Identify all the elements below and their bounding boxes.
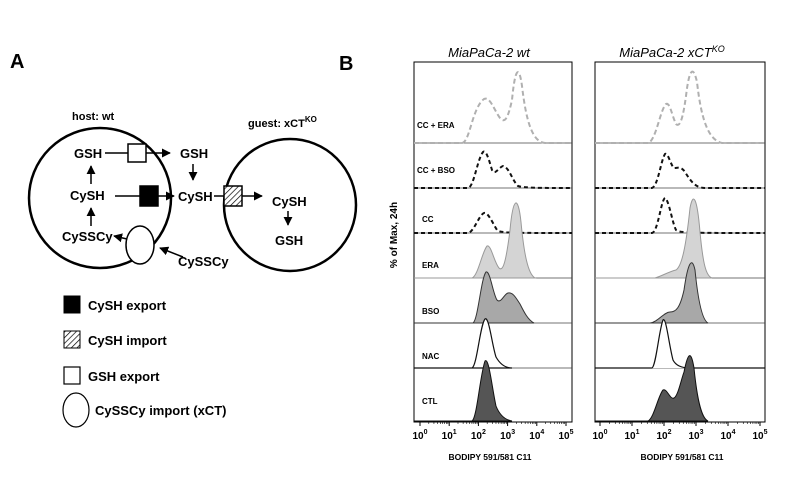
legend-label-cysh-export: CySH export xyxy=(88,298,167,313)
guest-label: guest: xCTKO xyxy=(248,115,317,130)
histogram-ko-cc xyxy=(595,196,766,234)
histogram-ko-bso xyxy=(595,262,709,324)
x-axis-xct-ko: 100 101 102 103 104 105 BODIPY 591/581 C11 xyxy=(592,421,768,462)
row-labels: CC + ERA CC + BSO CC ERA BSO NAC CTL xyxy=(417,121,455,406)
panel-a-label: A xyxy=(10,51,24,73)
row-label-cc-era: CC + ERA xyxy=(417,121,455,130)
legend-label-cysh-import: CySH import xyxy=(88,333,167,348)
row-label-bso: BSO xyxy=(422,307,439,316)
ko-tick-label-0: 100 xyxy=(592,429,607,442)
wt-tick-label-5: 105 xyxy=(558,429,573,442)
ext-gsh-node: GSH xyxy=(180,146,208,161)
histograms-xct-ko xyxy=(595,70,766,422)
y-axis-label: % of Max, 24h xyxy=(389,202,400,268)
legend-symbol-hatched-square xyxy=(63,330,81,349)
cysh-export-transporter xyxy=(139,185,159,207)
legend-symbol-white-square xyxy=(63,366,81,385)
legend-symbol-black-square xyxy=(63,295,81,314)
ko-tick-label-5: 105 xyxy=(752,429,767,442)
row-label-ctl: CTL xyxy=(422,397,438,406)
ko-tick-label-4: 104 xyxy=(720,429,735,442)
host-gsh-node: GSH xyxy=(74,146,102,161)
row-label-cc-bso: CC + BSO xyxy=(417,166,455,175)
row-label-era: ERA xyxy=(422,261,439,270)
histogram-wt-cc-bso xyxy=(414,150,573,189)
histogram-ko-nac xyxy=(595,319,765,369)
legend-label-xct-import: CySSCy import (xCT) xyxy=(95,403,226,418)
host-cyssc-node: CySSCy xyxy=(62,229,113,244)
histograms-wt xyxy=(414,71,573,422)
guest-gsh-node: GSH xyxy=(275,233,303,248)
panel-title-wt: MiaPaCa-2 wt xyxy=(448,45,531,60)
histogram-wt-nac xyxy=(414,318,513,369)
histogram-wt-bso xyxy=(414,271,535,324)
wt-tick-label-4: 104 xyxy=(529,429,544,442)
panel-b-label: B xyxy=(339,53,353,75)
arrow-xct-to-cyssc xyxy=(113,233,128,243)
row-baselines-xct-ko xyxy=(595,142,765,369)
host-label: host: wt xyxy=(72,111,114,123)
gsh-export-transporter xyxy=(127,143,147,163)
histogram-wt-cc-era xyxy=(414,71,572,144)
wt-tick-label-2: 102 xyxy=(471,429,486,442)
xct-transporter xyxy=(125,225,155,265)
ext-cysh-node: CySH xyxy=(178,189,213,204)
row-label-cc: CC xyxy=(422,215,434,224)
ko-tick-label-1: 101 xyxy=(624,429,639,442)
host-cysh-node: CySH xyxy=(70,188,105,203)
cysh-import-transporter xyxy=(223,185,243,207)
wt-tick-label-0: 100 xyxy=(412,429,427,442)
guest-cysh-node: CySH xyxy=(272,194,307,209)
row-label-nac: NAC xyxy=(422,352,440,361)
histogram-ko-era xyxy=(595,198,713,279)
histogram-ko-ctl xyxy=(595,355,709,422)
wt-tick-label-3: 103 xyxy=(500,429,515,442)
histogram-wt-ctl xyxy=(414,360,513,422)
histogram-wt-era xyxy=(414,202,537,279)
legend-symbol-ellipse xyxy=(62,392,90,428)
panel-title-xct-ko: MiaPaCa-2 xCTKO xyxy=(619,44,724,60)
wt-tick-label-1: 101 xyxy=(442,429,457,442)
histogram-wt-cc xyxy=(414,212,573,234)
panel-a: A host: wt guest: xCTKO GSH CySH CySSCy … xyxy=(10,51,358,428)
ko-tick-label-3: 103 xyxy=(688,429,703,442)
legend-label-gsh-export: GSH export xyxy=(88,369,160,384)
ext-cyssc-node: CySSCy xyxy=(178,254,229,269)
x-axis-label-xct-ko: BODIPY 591/581 C11 xyxy=(640,452,723,462)
x-axis-label-wt: BODIPY 591/581 C11 xyxy=(448,452,531,462)
histogram-ko-cc-era xyxy=(595,70,765,144)
arrow-cyssc-import xyxy=(159,246,184,258)
legend: CySH export CySH import GSH export CySSC… xyxy=(62,295,226,428)
panel-b: B % of Max, 24h MiaPaCa-2 wt MiaPaCa-2 x… xyxy=(339,44,768,462)
histogram-ko-cc-bso xyxy=(595,152,765,189)
x-axis-wt: 100 101 102 103 104 105 BODIPY 591/581 C11 xyxy=(412,421,574,462)
ko-tick-label-2: 102 xyxy=(656,429,671,442)
